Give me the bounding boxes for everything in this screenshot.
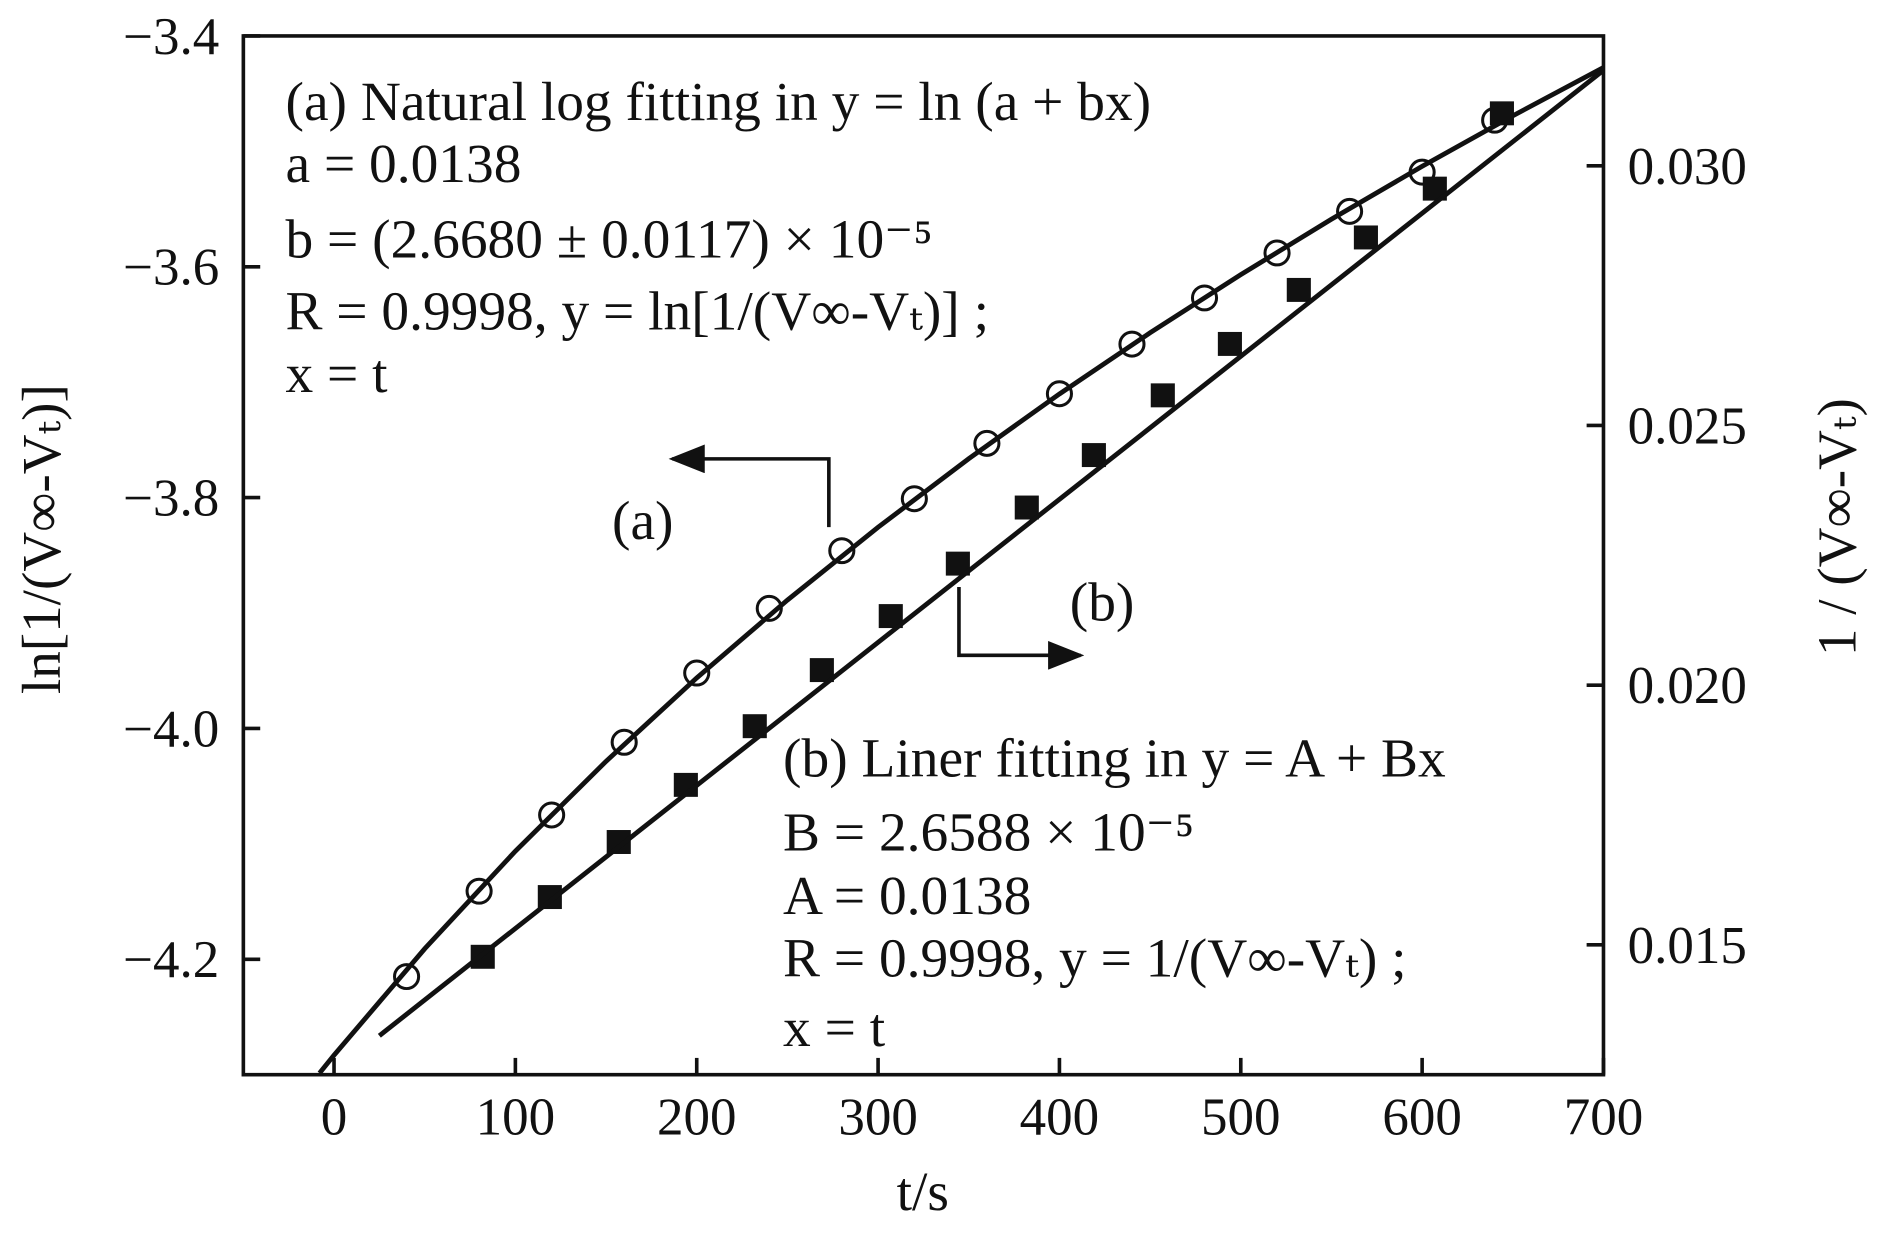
- annotation: b = (2.6680 ± 0.0117) × 10⁻⁵: [286, 209, 933, 270]
- annotation: (a) Natural log fitting in y = ln (a + b…: [286, 71, 1152, 132]
- annotation: x = t: [286, 343, 389, 404]
- point: [393, 963, 421, 991]
- point: [1422, 176, 1447, 201]
- annotation: x = t: [783, 997, 886, 1058]
- y-tick-label: −4.2: [123, 931, 219, 989]
- annotation: a = 0.0138: [286, 133, 522, 194]
- x-tick-label: 100: [476, 1089, 556, 1147]
- x-tick-label: 400: [1020, 1089, 1100, 1147]
- arrow-label: (a): [612, 490, 673, 551]
- y2-tick-label: 0.015: [1628, 917, 1747, 975]
- fit-line: [317, 65, 1605, 1075]
- point: [878, 604, 903, 629]
- point: [683, 659, 711, 687]
- point: [1217, 331, 1242, 356]
- x-tick-label: 300: [838, 1089, 918, 1147]
- fit-line: [377, 68, 1605, 1038]
- point: [1489, 101, 1514, 126]
- y-axis-label: ln[1/(V∞-Vₜ)]: [11, 384, 72, 694]
- point: [945, 551, 970, 576]
- x-tick-label: 0: [321, 1089, 348, 1147]
- x-axis-label: t/s: [897, 1161, 949, 1222]
- y-tick-label: −4.0: [123, 701, 219, 759]
- plot-frame: [241, 34, 1606, 1077]
- annotation: A = 0.0138: [783, 865, 1031, 926]
- annotation: R = 0.9998, y = ln[1/(V∞-Vₜ)] ;: [286, 281, 989, 342]
- y-tick-label: −3.4: [123, 8, 219, 66]
- x-tick-label: 200: [657, 1089, 737, 1147]
- point: [1014, 495, 1039, 520]
- point: [1150, 383, 1175, 408]
- point: [828, 537, 856, 565]
- annotation: (b) Liner fitting in y = A + Bx: [783, 727, 1446, 788]
- y2-tick-label: 0.025: [1628, 398, 1747, 456]
- point: [809, 658, 834, 683]
- x-tick-label: 600: [1382, 1089, 1462, 1147]
- point: [1081, 443, 1106, 468]
- point: [606, 830, 631, 854]
- annotation: B = 2.6588 × 10⁻⁵: [783, 802, 1194, 863]
- arrow-b: [957, 587, 1085, 670]
- arrow-a: [668, 444, 831, 528]
- x-tick-label: 700: [1564, 1089, 1644, 1147]
- y-tick-label: −3.6: [123, 239, 219, 297]
- y2-tick-label: 0.020: [1628, 657, 1747, 715]
- point: [1353, 225, 1378, 250]
- arrow-label: (b): [1070, 572, 1135, 633]
- y-tick-label: −3.8: [123, 470, 219, 528]
- y2-axis-label: 1 / (V∞-Vₜ): [1806, 398, 1867, 656]
- x-tick-label: 500: [1201, 1089, 1281, 1147]
- annotation: R = 0.9998, y = 1/(V∞-Vₜ) ;: [783, 928, 1406, 989]
- point: [1286, 277, 1311, 302]
- y2-tick-label: 0.030: [1628, 138, 1747, 196]
